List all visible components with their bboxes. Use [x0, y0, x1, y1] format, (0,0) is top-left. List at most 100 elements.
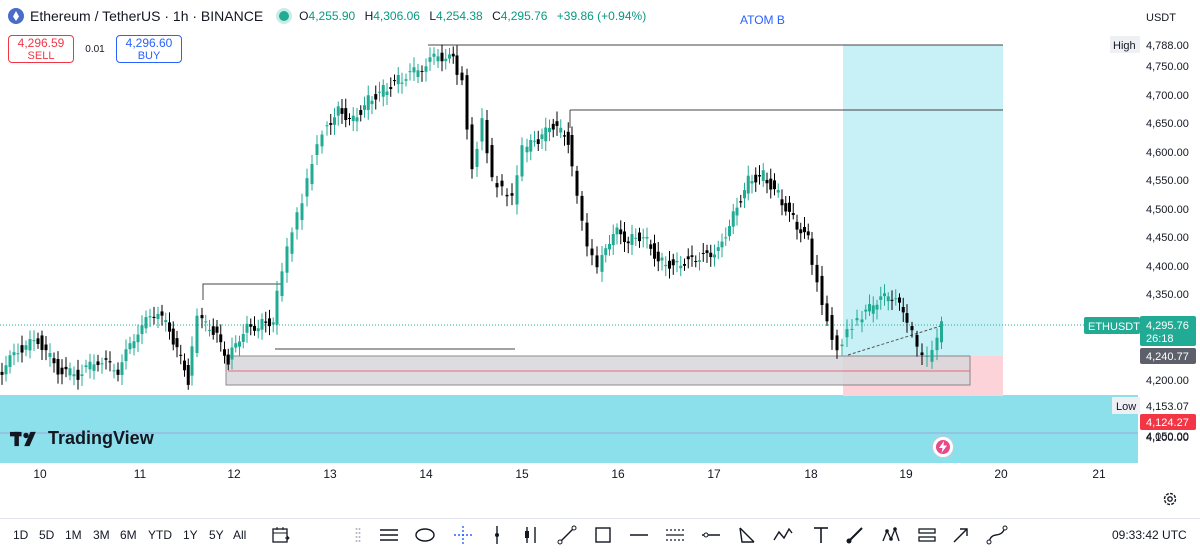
price-chart[interactable]: 4,750.00 4,700.00 4,650.00 4,600.00 4,55…	[0, 0, 1200, 463]
candle-body	[234, 343, 238, 348]
candle-body	[208, 329, 211, 331]
time-label: 19	[899, 467, 913, 481]
horizontal-line-icon[interactable]	[628, 524, 650, 546]
parallel-channel-icon[interactable]	[664, 524, 686, 546]
candle-body	[333, 117, 336, 125]
rectangle-tool-icon[interactable]	[592, 524, 614, 546]
price-axis[interactable]: 4,750.00 4,700.00 4,650.00 4,600.00 4,55…	[1084, 0, 1200, 463]
text-tool-icon[interactable]	[810, 524, 832, 546]
indicator-label[interactable]: ATOM B	[740, 13, 785, 27]
utc-clock[interactable]: 09:33:42 UTC	[1112, 528, 1187, 542]
candle-body	[694, 260, 698, 262]
symbol-row: Ethereum / TetherUS · 1h · BINANCE O4,25…	[8, 8, 652, 24]
candle-body	[698, 260, 701, 262]
trend-line-icon[interactable]	[556, 524, 578, 546]
candle-body	[585, 222, 589, 247]
ohlc-change: +39.86 (+0.94%)	[556, 9, 647, 23]
candle-body	[305, 178, 309, 197]
candle-body	[505, 194, 509, 197]
gear-icon[interactable]	[1162, 491, 1178, 507]
candle-body	[68, 368, 72, 376]
timeframe-button[interactable]: 3M	[93, 528, 110, 542]
candle-body	[40, 335, 44, 350]
candle-body	[780, 199, 784, 206]
candle-body	[329, 123, 333, 125]
time-label: 11	[133, 467, 147, 481]
candle-body	[378, 91, 381, 93]
timeframe-button[interactable]: 5D	[39, 528, 55, 542]
timeframe-button[interactable]: 1M	[65, 528, 82, 542]
candle-body	[548, 127, 551, 133]
zigzag-icon[interactable]	[772, 524, 794, 546]
candle-body	[124, 349, 128, 362]
candle-body	[460, 72, 464, 81]
currency-selector[interactable]: USDT	[1146, 12, 1176, 24]
vertical-line-icon[interactable]	[486, 524, 508, 546]
candle-body	[412, 67, 416, 73]
candle-body	[724, 237, 728, 239]
sell-button[interactable]: 4,296.59 SELL	[8, 35, 74, 63]
candle-body	[566, 131, 570, 145]
candle-body	[769, 178, 773, 190]
candle-body	[396, 75, 400, 85]
candle-body	[108, 361, 112, 363]
candle-body	[344, 108, 348, 120]
ellipse-tool-icon[interactable]	[414, 524, 436, 546]
candle-body	[675, 260, 679, 263]
candle-body	[300, 203, 304, 220]
candle-body	[80, 374, 84, 376]
flash-icon[interactable]	[932, 436, 954, 458]
candle-body	[48, 353, 52, 357]
candle-body	[36, 338, 40, 344]
spread-value: 0.01	[85, 43, 105, 55]
last-price-value: 4,295.76	[1146, 320, 1189, 332]
candle-body	[871, 305, 875, 314]
candle-body	[340, 108, 344, 114]
triangle-pattern-icon[interactable]	[736, 524, 758, 546]
candle-body	[600, 255, 604, 272]
price-tick: 4,700.00	[1146, 90, 1189, 102]
candle-body	[366, 95, 370, 110]
bar-pattern-icon[interactable]	[520, 524, 542, 546]
sell-price: 4,296.59	[17, 36, 65, 50]
symbol-title[interactable]: Ethereum / TetherUS · 1h · BINANCE	[30, 8, 264, 24]
date-range-icon[interactable]	[270, 524, 292, 546]
candle-body	[226, 354, 230, 365]
candle-body	[416, 70, 420, 77]
time-label: 18	[804, 467, 818, 481]
candle-body	[470, 124, 474, 170]
candle-body	[638, 232, 641, 242]
high-value: 4,788.00	[1146, 40, 1189, 52]
time-axis[interactable]: 10 11 12 13 14 15 16 17 18 19 20 21	[0, 463, 1140, 485]
candle-body	[455, 55, 459, 75]
candle-body	[905, 313, 909, 323]
candle-body	[820, 275, 824, 305]
timeframe-button[interactable]: All	[233, 528, 247, 542]
ray-icon[interactable]	[700, 524, 722, 546]
candle-body	[120, 362, 124, 375]
lines-tool-icon[interactable]	[378, 524, 400, 546]
candle-body	[52, 358, 56, 364]
timeframe-button[interactable]: YTD	[148, 528, 172, 542]
crosshair-icon[interactable]	[452, 524, 474, 546]
candle-body	[886, 296, 890, 302]
timeframe-button[interactable]: 5Y	[209, 528, 224, 542]
ohlc-close-label: C	[492, 9, 501, 23]
timeframe-button[interactable]: 1D	[13, 528, 29, 542]
ohlc-values: O4,255.90 H4,306.06 L4,254.38 C4,295.76 …	[299, 9, 652, 23]
candle-body	[485, 119, 489, 154]
timeframe-button[interactable]: 1Y	[183, 528, 198, 542]
candle-body	[100, 363, 104, 365]
pattern-tool-icon[interactable]	[880, 524, 902, 546]
candle-body	[264, 321, 268, 323]
ohlc-high: 4,306.06	[373, 9, 420, 23]
candle-body	[799, 229, 803, 234]
path-tool-icon[interactable]	[986, 524, 1008, 546]
forecast-icon[interactable]	[916, 524, 938, 546]
candle-body	[739, 201, 743, 203]
brush-icon[interactable]	[844, 524, 866, 546]
timeframe-button[interactable]: 6M	[120, 528, 137, 542]
arrow-tool-icon[interactable]	[950, 524, 972, 546]
toolbar-drag-handle[interactable]	[355, 527, 361, 543]
buy-button[interactable]: 4,296.60 BUY	[116, 35, 182, 63]
